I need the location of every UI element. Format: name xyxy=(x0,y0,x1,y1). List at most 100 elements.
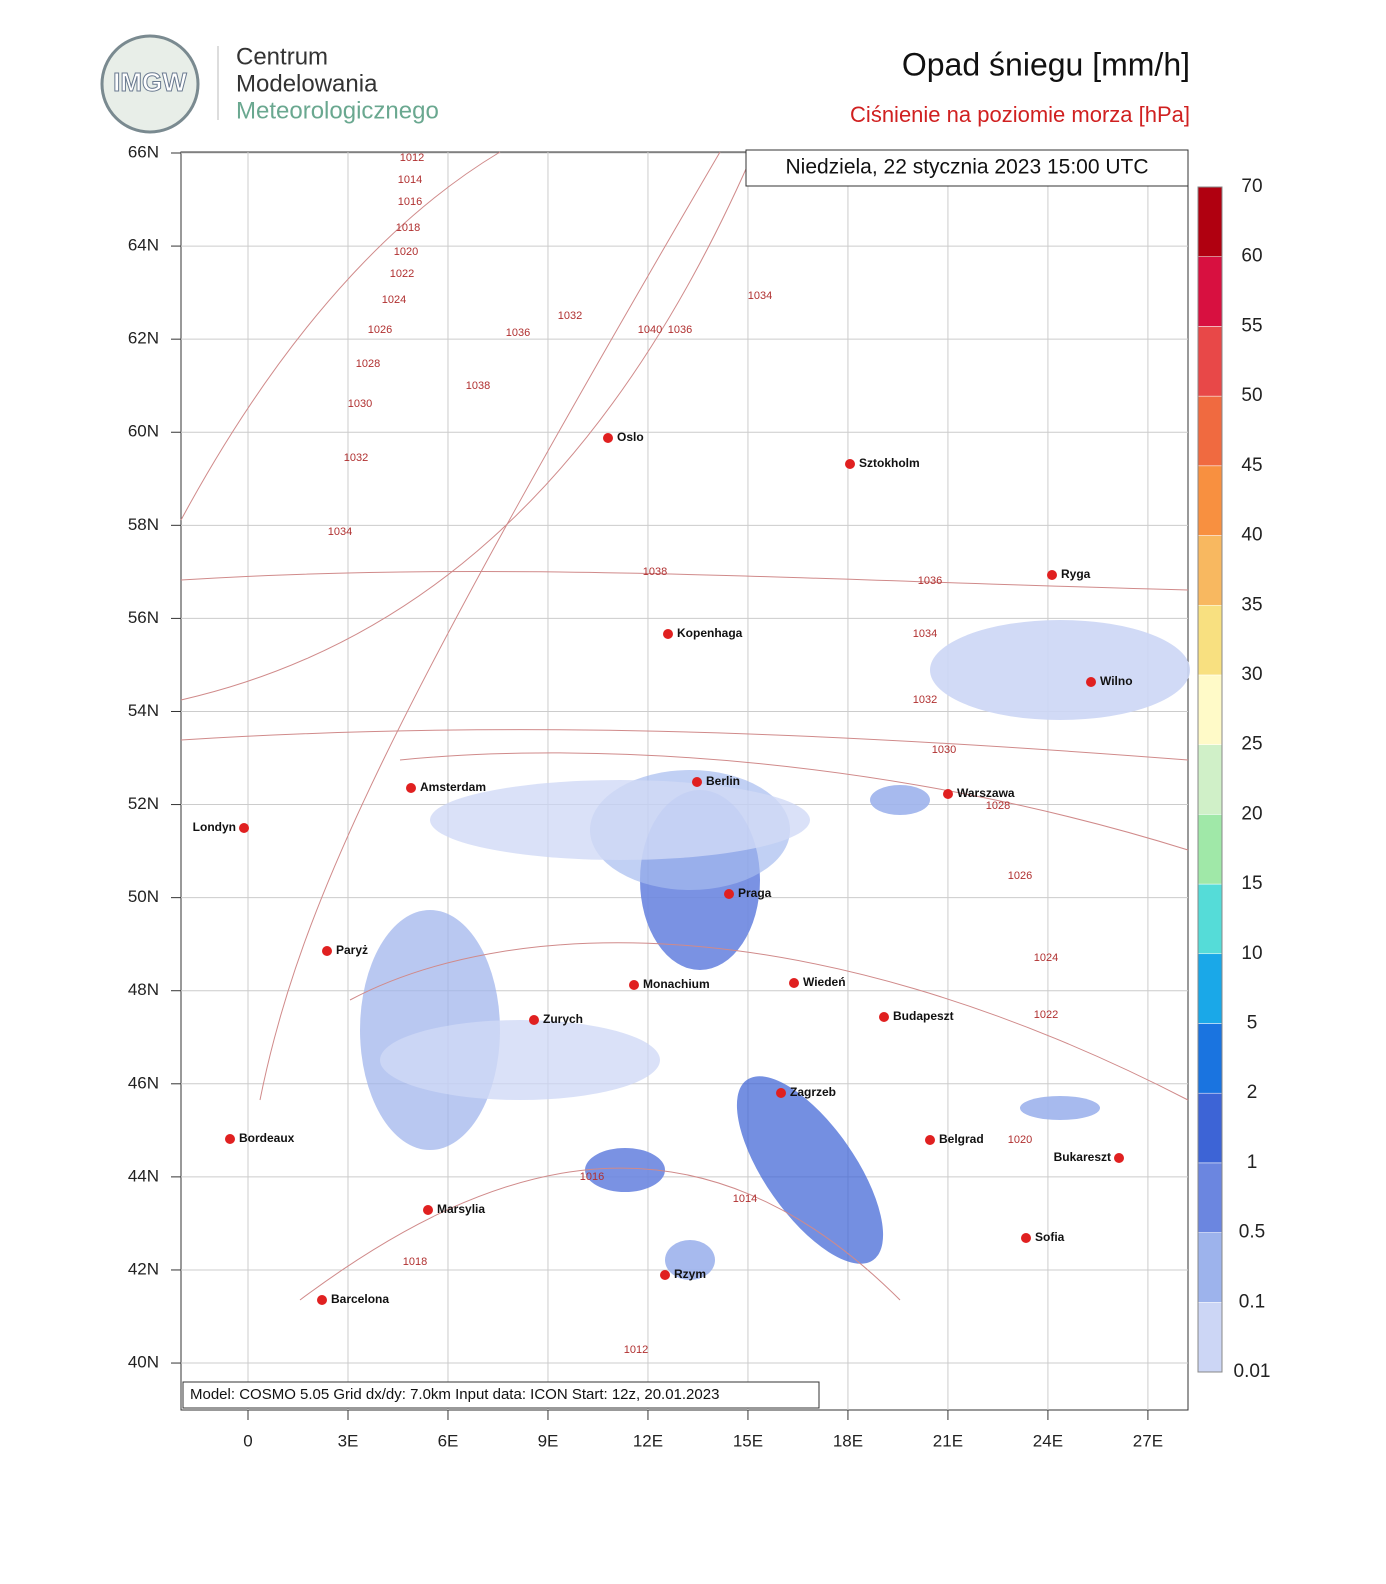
city-label: Wilno xyxy=(1100,674,1133,688)
isobar-label: 1024 xyxy=(382,294,406,306)
city-marker xyxy=(317,1295,327,1305)
city-marker xyxy=(423,1205,433,1215)
date-box xyxy=(745,149,1189,187)
isobar-label: 1022 xyxy=(390,268,414,280)
isobar-label: 1024 xyxy=(1034,952,1058,964)
org-name: Meteorologicznego xyxy=(236,97,439,124)
colorbar-segment xyxy=(1197,953,1223,1024)
isobar-label: 1032 xyxy=(913,694,937,706)
colorbar-segment xyxy=(1197,395,1223,467)
colorbar-label: 0.01 xyxy=(1234,1361,1271,1382)
isobar-label: 1038 xyxy=(643,566,667,578)
city-label: Bordeaux xyxy=(239,1131,295,1145)
colorbar-segment xyxy=(1197,1232,1223,1303)
colorbar-label: 0.5 xyxy=(1239,1222,1265,1243)
isobar-label: 1014 xyxy=(398,174,422,186)
lat-tick-label: 52N xyxy=(128,794,159,813)
colorbar-segment xyxy=(1197,674,1223,745)
isobar-label: 1036 xyxy=(668,324,692,336)
lat-tick-label: 46N xyxy=(128,1073,159,1092)
city-label: Ryga xyxy=(1061,567,1091,581)
colorbar-segment xyxy=(1197,465,1223,536)
city-label: Rzym xyxy=(674,1267,706,1281)
logo-circle xyxy=(100,34,200,134)
lon-tick-label: 24E xyxy=(1033,1431,1063,1450)
isobars xyxy=(180,151,1189,1301)
isobar-label: 1034 xyxy=(328,526,352,538)
isobar-label: 1036 xyxy=(506,327,530,339)
city-marker xyxy=(239,823,249,833)
isobar-label: 1020 xyxy=(1008,1134,1032,1146)
isobar-label: 1016 xyxy=(398,196,422,208)
isobar-label: 1034 xyxy=(913,628,937,640)
lon-tick-label: 18E xyxy=(833,1431,863,1450)
city-marker xyxy=(724,889,734,899)
colorbar-segment xyxy=(1197,744,1223,815)
city-label: Budapeszt xyxy=(893,1009,954,1023)
colorbar-segment xyxy=(1197,814,1223,885)
city-label: Oslo xyxy=(617,430,644,444)
colorbar-label: 30 xyxy=(1241,664,1262,685)
colorbar-label: 40 xyxy=(1241,525,1262,546)
colorbar-label: 70 xyxy=(1241,176,1262,197)
model-info: Model: COSMO 5.05 Grid dx/dy: 7.0km Inpu… xyxy=(190,1386,719,1403)
city-label: Zagrzeb xyxy=(790,1085,836,1099)
lat-tick-label: 64N xyxy=(128,236,159,255)
city-marker xyxy=(1021,1233,1031,1243)
colorbar-label: 50 xyxy=(1241,385,1262,406)
colorbar-segment xyxy=(1197,1162,1223,1233)
colorbar-segment xyxy=(1197,326,1223,397)
lat-tick-label: 60N xyxy=(128,422,159,441)
city-label: Paryż xyxy=(336,943,368,957)
city-marker xyxy=(943,789,953,799)
isobar-label: 1028 xyxy=(986,800,1010,812)
logo: IMGW Centrum Modelowania Meteorologiczne… xyxy=(100,34,439,134)
city-label: Zurych xyxy=(543,1012,583,1026)
city-marker xyxy=(529,1015,539,1025)
subtitle: Ciśnienie na poziomie morza [hPa] xyxy=(850,102,1190,127)
city-label: Kopenhaga xyxy=(677,626,743,640)
lon-tick-label: 27E xyxy=(1133,1431,1163,1450)
city-marker xyxy=(660,1270,670,1280)
colorbar-label: 2 xyxy=(1247,1082,1258,1103)
lat-tick-label: 54N xyxy=(128,701,159,720)
colorbar-label: 60 xyxy=(1241,246,1262,267)
city-label: Sofia xyxy=(1035,1230,1065,1244)
isobar-label: 1040 xyxy=(638,324,662,336)
lat-tick-label: 40N xyxy=(128,1353,159,1372)
lat-tick-label: 44N xyxy=(128,1166,159,1185)
info-box xyxy=(182,1381,820,1409)
title: Opad śniegu [mm/h] xyxy=(902,46,1190,82)
lat-tick-label: 50N xyxy=(128,887,159,906)
isobar-label: 1016 xyxy=(580,1171,604,1183)
isobar-label: 1032 xyxy=(558,310,582,322)
isobar-label: 1018 xyxy=(403,1256,427,1268)
isobar-label: 1022 xyxy=(1034,1009,1058,1021)
colorbar-segment xyxy=(1197,1302,1223,1373)
colorbar-label: 15 xyxy=(1241,873,1262,894)
isobar-label: 1034 xyxy=(748,290,772,302)
isobar-label: 1014 xyxy=(733,1193,757,1205)
colorbar-label: 1 xyxy=(1247,1152,1258,1173)
city-label: Belgrad xyxy=(939,1132,984,1146)
lat-tick-label: 58N xyxy=(128,515,159,534)
city-label: Bukareszt xyxy=(1054,1150,1111,1164)
isobar-label: 1026 xyxy=(368,324,392,336)
city-label: Sztokholm xyxy=(859,456,920,470)
logo-text: IMGW xyxy=(113,67,187,97)
city-label: Marsylia xyxy=(437,1202,485,1216)
city-marker xyxy=(1114,1153,1124,1163)
city-marker xyxy=(603,433,613,443)
colorbar-label: 55 xyxy=(1241,315,1262,336)
isobar-label: 1018 xyxy=(396,222,420,234)
lat-tick-label: 56N xyxy=(128,608,159,627)
colorbar-label: 35 xyxy=(1241,594,1262,615)
isobar-label: 1012 xyxy=(400,152,424,164)
colorbar-label: 10 xyxy=(1241,943,1262,964)
lon-tick-label: 0 xyxy=(243,1431,252,1450)
isobar-label: 1038 xyxy=(466,380,490,392)
lon-tick-label: 6E xyxy=(438,1431,459,1450)
colorbar-segment xyxy=(1197,883,1223,955)
isobar-label: 1020 xyxy=(394,246,418,258)
